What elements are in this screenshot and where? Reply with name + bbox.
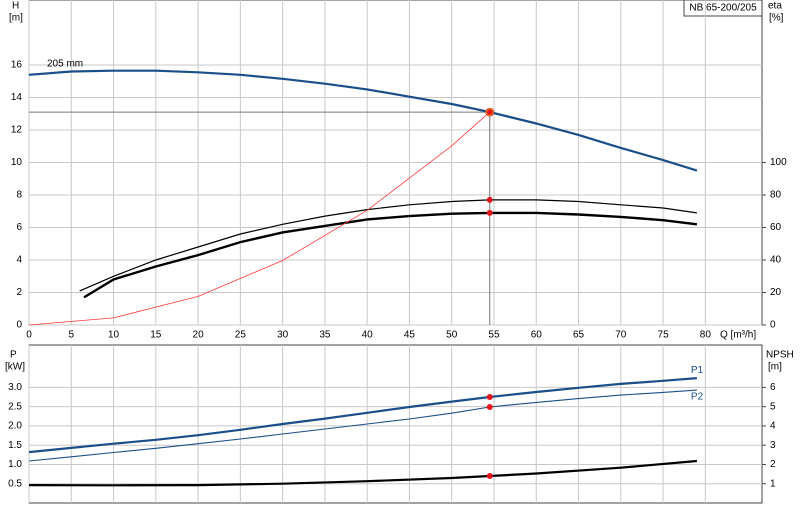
x-tick-label: 45 — [404, 330, 416, 341]
y2-tick-label: 80 — [770, 190, 782, 201]
y2-tick-label: 1 — [770, 478, 776, 489]
legend-text: NB 65-200/205 — [689, 3, 757, 14]
series-label: P1 — [691, 365, 704, 376]
y2-unit: [m] — [768, 362, 782, 373]
marker — [486, 109, 493, 116]
y-tick-label: 0.5 — [8, 478, 22, 489]
x-tick-label: 0 — [26, 330, 32, 341]
y2-tick-label: 100 — [770, 157, 787, 168]
legend-box — [683, 0, 763, 17]
x-tick-label: 70 — [615, 330, 627, 341]
y-unit: [m] — [9, 13, 23, 24]
x-tick-label: 10 — [108, 330, 120, 341]
y2-tick-label: 3 — [770, 440, 776, 451]
curve — [28, 111, 491, 326]
series-label: 205 mm — [47, 58, 83, 69]
curve — [83, 211, 698, 299]
y2-unit: [%] — [769, 13, 784, 24]
y2-tick-label: 5 — [770, 401, 776, 412]
x-tick-label: 60 — [531, 330, 543, 341]
y-tick-label: 16 — [11, 60, 23, 71]
y-label: H — [12, 1, 19, 12]
y2-tick-label: 2 — [770, 459, 776, 470]
x-tick-label: 30 — [277, 330, 289, 341]
y-tick-label: 3.0 — [8, 382, 22, 393]
y2-tick-label: 40 — [770, 255, 782, 266]
x-tick-label: 35 — [319, 330, 331, 341]
marker — [486, 196, 493, 203]
y-tick-label: 2.5 — [8, 401, 22, 412]
curve — [28, 377, 697, 454]
curve — [28, 459, 697, 487]
y-label: P — [10, 350, 17, 361]
y-tick-label: 6 — [16, 222, 22, 233]
x-tick-label: 5 — [68, 330, 74, 341]
x-tick-label: 15 — [150, 330, 162, 341]
x-tick-label: 20 — [193, 330, 205, 341]
x-tick-label: 55 — [488, 330, 500, 341]
x-tick-label: 25 — [235, 330, 247, 341]
curve — [28, 69, 698, 172]
y-tick-label: 1.0 — [8, 459, 22, 470]
y2-label: NPSH — [766, 350, 794, 361]
y2-tick-label: 60 — [770, 222, 782, 233]
y-tick-label: 0 — [16, 320, 22, 331]
y2-tick-label: 20 — [770, 287, 782, 298]
x-tick-label: 80 — [700, 330, 712, 341]
y-tick-label: 2 — [16, 287, 22, 298]
y-unit: [kW] — [5, 362, 25, 373]
marker — [486, 404, 493, 411]
x-tick-label: 75 — [658, 330, 670, 341]
x-label: Q [m³/h] — [720, 330, 756, 341]
y-tick-label: 8 — [16, 190, 22, 201]
marker — [486, 473, 493, 480]
y-tick-label: 2.0 — [8, 421, 22, 432]
y2-tick-label: 6 — [770, 382, 776, 393]
x-tick-label: 65 — [573, 330, 585, 341]
y-tick-label: 4 — [16, 255, 22, 266]
x-tick-label: 50 — [446, 330, 458, 341]
y2-tick-label: 0 — [770, 320, 776, 331]
series-label: P2 — [691, 392, 704, 403]
marker — [486, 394, 493, 401]
y2-tick-label: 4 — [770, 421, 776, 432]
curve — [79, 199, 697, 292]
y-tick-label: 12 — [11, 125, 23, 136]
curve — [28, 389, 697, 462]
marker — [486, 209, 493, 216]
y-tick-label: 10 — [11, 157, 23, 168]
y-tick-label: 14 — [11, 92, 23, 103]
x-tick-label: 40 — [362, 330, 374, 341]
y2-label: eta — [768, 1, 782, 12]
y-tick-label: 1.5 — [8, 440, 22, 451]
